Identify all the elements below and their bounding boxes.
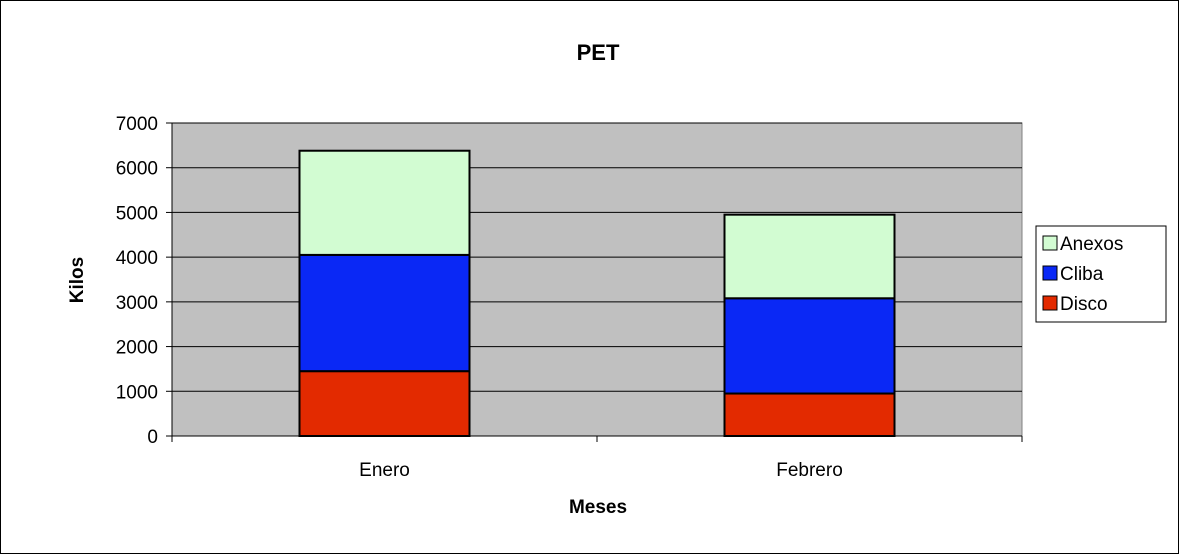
legend-swatch-anexos: [1042, 235, 1058, 251]
legend-label-cliba: Cliba: [1060, 264, 1104, 285]
y-tick-label: 4000: [116, 248, 158, 269]
legend: Anexos Cliba Disco: [1035, 225, 1167, 323]
plot-area: 0 1000 2000 3000 4000 5000 6000 7000 Enero Febrer…: [116, 114, 1023, 481]
bar-cliba-febrero: [723, 297, 896, 395]
legend-swatch-cliba: [1042, 265, 1058, 281]
y-tick-label: 6000: [116, 159, 158, 180]
legend-label-disco: Disco: [1060, 294, 1108, 315]
bar-disco-febrero: [723, 392, 896, 437]
bar-anexos-febrero: [723, 213, 896, 300]
bar-cliba-enero: [298, 253, 471, 373]
y-tick-label: 5000: [116, 203, 158, 224]
y-tick-label: 2000: [116, 338, 158, 359]
legend-label-anexos: Anexos: [1060, 234, 1123, 255]
x-tick-label: Febrero: [776, 460, 843, 481]
x-tick-label: Enero: [359, 460, 410, 481]
y-tick-label: 1000: [116, 382, 158, 403]
y-tick-label: 7000: [116, 114, 158, 135]
y-tick-label: 3000: [116, 293, 158, 314]
bar-disco-enero: [298, 370, 471, 437]
legend-box: [1035, 225, 1167, 323]
bar-anexos-enero: [298, 149, 471, 256]
x-axis-title: Meses: [569, 497, 627, 518]
chart-title: PET: [577, 40, 620, 65]
y-axis-title: Kilos: [67, 257, 88, 303]
y-tick-label: 0: [147, 427, 158, 448]
legend-swatch-disco: [1042, 295, 1058, 311]
